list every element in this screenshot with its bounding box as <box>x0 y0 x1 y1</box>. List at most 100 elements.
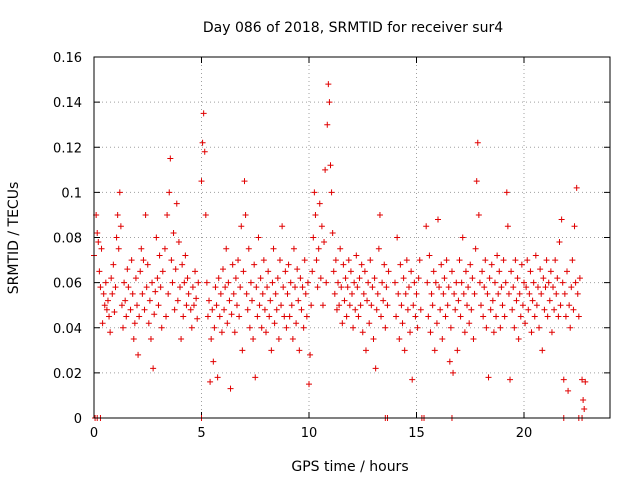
data-point <box>307 351 314 358</box>
data-point <box>272 290 279 297</box>
data-point <box>454 347 461 354</box>
data-point <box>396 336 403 343</box>
data-point <box>293 320 300 327</box>
data-point <box>218 329 225 336</box>
y-axis-label: SRMTID / TECUs <box>6 182 22 295</box>
data-point <box>159 268 166 275</box>
data-point <box>411 279 418 286</box>
data-point <box>384 302 391 309</box>
data-point <box>545 279 552 286</box>
data-point <box>349 290 355 297</box>
data-point <box>199 139 206 146</box>
data-point <box>228 311 235 318</box>
data-point <box>94 229 101 236</box>
data-point <box>359 329 366 336</box>
data-point <box>438 261 445 268</box>
data-point <box>373 306 380 313</box>
data-point <box>445 284 452 291</box>
data-point <box>534 284 541 291</box>
data-point <box>379 279 386 286</box>
data-point <box>568 284 575 291</box>
data-point <box>145 320 152 327</box>
data-point <box>264 284 271 291</box>
data-point <box>375 245 382 252</box>
data-point <box>165 290 172 297</box>
data-point <box>399 320 406 327</box>
data-point <box>131 320 138 327</box>
data-point <box>224 320 231 327</box>
data-point <box>244 306 251 313</box>
data-point <box>527 268 534 275</box>
data-point <box>146 297 153 304</box>
data-point <box>212 284 219 291</box>
data-point <box>531 313 538 320</box>
data-point <box>503 189 510 196</box>
data-point <box>325 81 332 88</box>
data-point <box>136 313 143 320</box>
data-point <box>317 275 324 282</box>
data-point <box>361 268 368 275</box>
data-point <box>542 284 549 291</box>
data-point <box>302 290 309 297</box>
data-point <box>163 313 170 320</box>
data-point <box>521 279 527 286</box>
data-point <box>289 336 296 343</box>
data-point <box>226 297 233 304</box>
data-point <box>404 306 411 313</box>
data-point <box>498 284 505 291</box>
data-point <box>401 347 408 354</box>
data-point <box>539 347 546 354</box>
data-point <box>509 306 516 313</box>
y-tick-label: 0.02 <box>53 367 82 382</box>
data-point <box>274 275 281 282</box>
data-point <box>200 110 207 117</box>
data-point <box>323 279 330 286</box>
data-point <box>198 178 205 185</box>
data-point <box>574 290 581 297</box>
data-point <box>580 396 587 403</box>
data-point <box>147 336 154 343</box>
data-point <box>432 279 439 286</box>
data-point <box>327 162 334 169</box>
data-point <box>554 275 561 282</box>
data-point <box>428 290 435 297</box>
data-point <box>581 405 588 412</box>
data-point <box>222 284 229 291</box>
data-point <box>344 284 351 291</box>
data-point <box>123 313 130 320</box>
data-point <box>112 284 119 291</box>
data-point <box>339 320 346 327</box>
data-point <box>185 290 192 297</box>
data-point <box>493 313 500 320</box>
data-point <box>510 284 517 291</box>
data-point <box>232 275 239 282</box>
data-point <box>304 279 311 286</box>
data-point <box>129 290 136 297</box>
data-point <box>548 329 555 336</box>
data-point <box>178 336 185 343</box>
data-point <box>101 302 108 309</box>
data-point <box>490 329 497 336</box>
y-tick-label: 0 <box>74 412 82 427</box>
data-point <box>457 313 464 320</box>
data-point <box>378 313 385 320</box>
plot-frame <box>93 56 611 419</box>
data-point <box>220 266 226 273</box>
data-point <box>306 381 312 388</box>
data-point <box>308 302 315 309</box>
data-point <box>516 290 523 297</box>
data-point <box>149 279 156 286</box>
data-point <box>266 313 273 320</box>
data-point <box>430 268 437 275</box>
data-point <box>237 284 244 291</box>
data-point <box>315 245 322 252</box>
data-point <box>288 302 295 309</box>
data-point <box>309 268 316 275</box>
data-point <box>480 313 487 320</box>
data-point <box>331 290 338 297</box>
data-point <box>479 268 486 275</box>
data-point <box>249 297 256 304</box>
data-point <box>156 252 163 259</box>
data-point <box>122 297 129 304</box>
data-point <box>142 211 149 218</box>
